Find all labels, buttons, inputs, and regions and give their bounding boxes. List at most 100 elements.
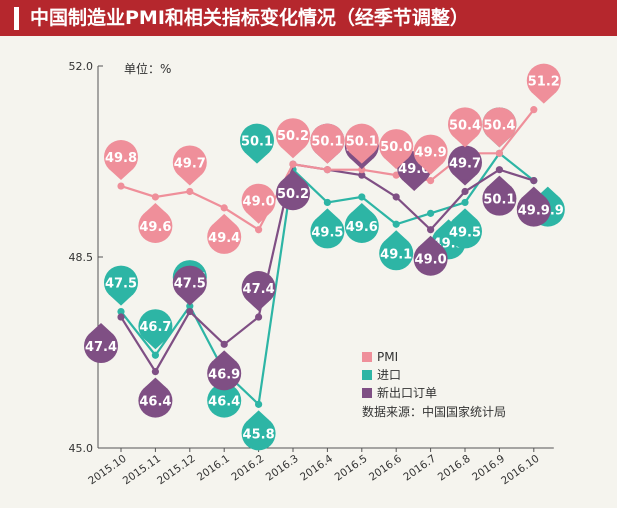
data-label-0-bubble	[413, 134, 448, 169]
x-tick-label: 2016.4	[298, 452, 335, 483]
data-label-2-bubble	[138, 383, 173, 418]
legend-swatch-import	[362, 370, 372, 380]
data-label-2: 49.9	[518, 204, 550, 219]
y-tick-label: 45.0	[69, 442, 94, 455]
data-point-2	[151, 368, 159, 376]
x-tick-label: 2015.10	[86, 453, 128, 488]
x-tick-label: 2016.7	[401, 453, 438, 484]
data-label-1: 49.6	[346, 220, 378, 235]
data-point-2	[392, 193, 400, 201]
data-point-1	[117, 307, 125, 316]
data-label-1: 49.5	[311, 225, 343, 240]
data-label-0-bubble	[482, 107, 517, 142]
data-label-2-bubble	[413, 241, 448, 276]
data-label-0-bubble	[241, 183, 276, 218]
legend-label-pmi: PMI	[377, 350, 399, 364]
data-point-1	[461, 198, 469, 207]
data-label-0-bubble	[526, 63, 561, 98]
data-label-2: 46.9	[208, 367, 240, 382]
data-label-2-bubble	[241, 271, 276, 306]
data-label-0: 49.6	[139, 220, 171, 235]
data-label-0: 50.4	[449, 118, 481, 133]
data-label-2-bubble	[516, 192, 551, 227]
x-tick-label: 2016.1	[195, 453, 232, 484]
data-label-1: 45.8	[243, 427, 275, 442]
data-label-2-bubble	[84, 329, 118, 364]
legend-item-import: 进口	[362, 366, 437, 384]
data-point-0	[427, 177, 435, 185]
legend-label-import: 进口	[377, 368, 402, 382]
data-label-0-bubble	[172, 145, 207, 180]
data-label-0-bubble	[104, 140, 138, 175]
data-label-0-bubble	[379, 129, 414, 164]
data-point-2	[427, 226, 435, 234]
data-label-0: 50.1	[346, 135, 378, 150]
data-point-0	[323, 166, 331, 174]
data-point-0	[530, 106, 538, 114]
data-label-2: 47.4	[243, 282, 275, 297]
data-label-2: 47.4	[85, 340, 117, 355]
x-tick-label: 2016.8	[436, 453, 473, 484]
data-point-0	[392, 171, 400, 179]
data-label-1: 49.5	[449, 225, 481, 240]
data-point-1	[392, 220, 400, 228]
header-accent-bar	[14, 7, 19, 30]
data-label-1: 49.1	[380, 247, 412, 262]
data-point-2	[495, 166, 503, 174]
data-label-1: 46.7	[139, 320, 171, 335]
data-label-1-bubble	[207, 383, 242, 418]
data-label-2-bubble	[207, 356, 242, 391]
chart-title: 中国制造业PMI和相关指标变化情况（经季节调整）	[30, 7, 469, 29]
legend-swatch-export	[362, 388, 372, 398]
data-label-1-bubble	[241, 416, 276, 451]
legend: PMI 进口 新出口订单	[362, 348, 437, 402]
data-point-0	[151, 193, 159, 201]
data-label-1-bubble	[379, 236, 414, 271]
data-point-2	[220, 340, 228, 348]
data-point-2	[461, 187, 469, 196]
data-label-2: 49.0	[415, 253, 447, 268]
data-point-1	[186, 302, 194, 310]
data-label-1: 46.4	[208, 395, 240, 410]
data-label-0-bubble	[448, 107, 482, 142]
data-label-2: 46.4	[139, 395, 171, 410]
x-tick-label: 2016.3	[264, 453, 301, 484]
legend-item-export: 新出口订单	[362, 384, 437, 402]
data-point-1	[151, 351, 159, 359]
x-tick-label: 2016.5	[333, 453, 370, 484]
data-label-1: 50.1	[241, 135, 273, 150]
data-point-2	[530, 177, 538, 185]
legend-swatch-pmi	[362, 352, 372, 362]
data-point-0	[117, 182, 125, 190]
data-label-2-bubble	[172, 265, 207, 300]
data-label-0: 49.8	[105, 151, 137, 166]
data-label-2-bubble	[448, 145, 482, 180]
data-point-1	[323, 198, 331, 207]
unit-label: 单位：%	[124, 62, 172, 76]
data-label-1-bubble	[448, 214, 482, 249]
legend-label-export: 新出口订单	[377, 386, 438, 400]
header-banner: 中国制造业PMI和相关指标变化情况（经季节调整）	[0, 0, 617, 36]
data-point-0	[186, 187, 194, 196]
data-label-2-bubble	[482, 181, 517, 216]
data-label-1-bubble	[104, 265, 138, 300]
data-label-0: 49.4	[208, 231, 240, 246]
data-point-1	[255, 400, 263, 408]
data-point-0	[255, 226, 263, 234]
x-tick-label: 2016.10	[499, 453, 541, 488]
data-point-1	[427, 209, 435, 217]
y-tick-label: 52.0	[69, 60, 94, 73]
data-label-2: 50.1	[483, 193, 515, 208]
data-label-0-bubble	[207, 219, 242, 254]
data-label-2-bubble	[276, 176, 310, 211]
data-point-2	[255, 313, 263, 321]
data-point-2	[358, 171, 366, 179]
data-label-0-bubble	[310, 123, 345, 158]
data-label-0: 50.0	[380, 140, 412, 155]
data-label-2: 50.2	[277, 187, 309, 202]
legend-item-pmi: PMI	[362, 348, 437, 366]
data-label-0: 49.0	[243, 195, 275, 210]
data-point-0	[358, 166, 366, 174]
data-label-1-bubble	[344, 208, 379, 243]
data-label-2: 49.7	[449, 157, 481, 172]
